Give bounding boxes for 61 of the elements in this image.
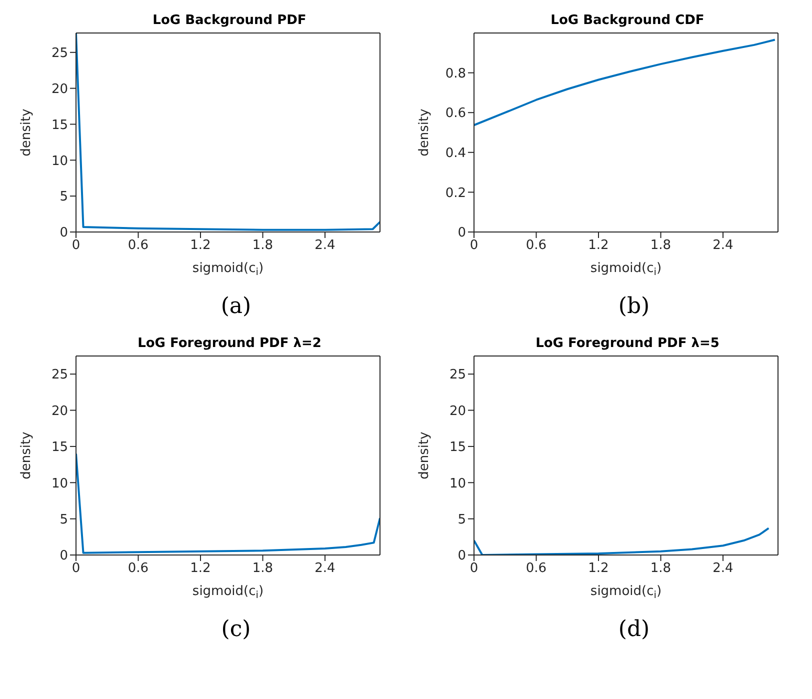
y-tick-label: 20 <box>51 82 68 97</box>
x-tick-label: 1.8 <box>252 561 274 576</box>
chart-title: LoG Foreground PDF λ=5 <box>536 336 720 351</box>
y-axis-title: density <box>19 108 34 156</box>
text: (c) <box>220 617 252 642</box>
y-tick-label: 20 <box>449 404 466 419</box>
y-tick-label: 5 <box>458 512 466 528</box>
y-tick-label: 25 <box>449 368 466 383</box>
x-tick-label: 0 <box>470 561 478 576</box>
x-tick-label: 2.4 <box>314 561 336 576</box>
x-axis-title: sigmoid(c$_{i}$) <box>590 584 662 601</box>
y-axis-title: density <box>19 431 34 480</box>
text: (d) <box>617 617 651 642</box>
y-tick-label: 15 <box>51 440 68 456</box>
chart-title: LoG Foreground PDF λ=2 <box>138 336 322 351</box>
y-tick-label: 10 <box>449 476 466 492</box>
y-tick-label: 20 <box>51 404 68 419</box>
x-tick-label: 1.2 <box>190 561 211 576</box>
x-tick-label: 2.4 <box>712 561 734 576</box>
x-tick-label: 0.6 <box>526 561 547 576</box>
y-tick-label: 0 <box>60 226 68 241</box>
x-tick-label: 0 <box>72 561 80 576</box>
x-tick-label: 1.2 <box>190 238 211 254</box>
x-tick-label: 0.6 <box>128 238 149 254</box>
x-tick-label: 0 <box>72 238 80 254</box>
x-tick-label: 1.8 <box>650 561 672 576</box>
x-tick-label: 0 <box>470 238 478 254</box>
y-tick-label: 0.8 <box>445 66 466 82</box>
x-tick-label: 0.6 <box>526 238 547 254</box>
text: (a) <box>220 294 252 319</box>
chart-title: LoG Background CDF <box>550 13 704 28</box>
text: (b) <box>617 294 651 319</box>
line-series <box>474 527 770 555</box>
y-axis-title: density <box>417 108 432 156</box>
y-tick-label: 0 <box>458 548 466 564</box>
x-axis-title: sigmoid(c$_{i}$) <box>192 584 264 601</box>
y-tick-label: 10 <box>51 476 68 492</box>
x-tick-label: 1.8 <box>650 238 672 254</box>
chart-title: LoG Background PDF <box>152 13 306 28</box>
y-tick-label: 25 <box>51 368 68 383</box>
y-tick-label: 5 <box>60 512 68 528</box>
y-tick-label: 0 <box>458 226 466 241</box>
x-axis-title: sigmoid(c$_{i}$) <box>590 261 662 278</box>
y-axis-title: density <box>417 431 432 480</box>
y-tick-label: 5 <box>60 190 68 205</box>
y-tick-label: 0.4 <box>445 146 466 162</box>
y-tick-label: 0.2 <box>445 186 466 201</box>
x-tick-label: 1.2 <box>588 561 609 576</box>
y-tick-label: 15 <box>449 440 466 456</box>
x-tick-label: 0.6 <box>128 561 149 576</box>
x-axis-title: sigmoid(c$_{i}$) <box>192 261 264 278</box>
x-tick-label: 1.2 <box>588 238 609 254</box>
y-tick-label: 10 <box>51 154 68 169</box>
y-tick-label: 0 <box>60 548 68 564</box>
line-series <box>474 38 776 126</box>
y-tick-label: 25 <box>51 46 68 62</box>
y-tick-label: 0.6 <box>445 106 466 122</box>
y-tick-label: 15 <box>51 118 68 133</box>
x-tick-label: 2.4 <box>314 238 336 254</box>
x-tick-label: 2.4 <box>712 238 734 254</box>
x-tick-label: 1.8 <box>252 238 274 254</box>
